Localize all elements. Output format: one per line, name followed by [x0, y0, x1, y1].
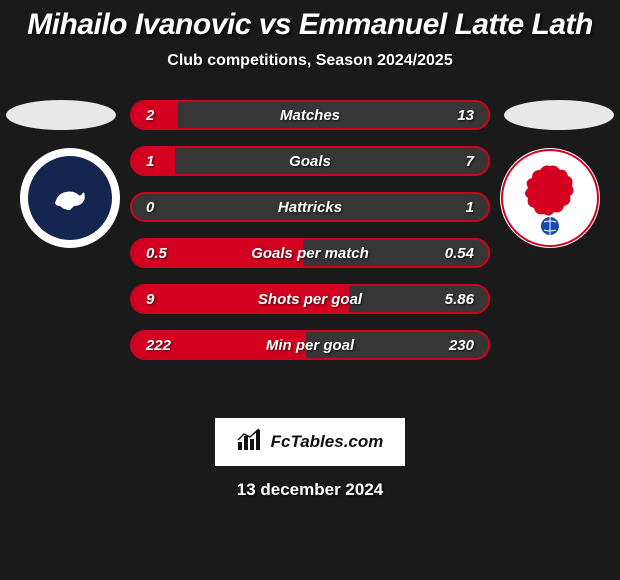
- lion-crest-icon: [500, 148, 600, 248]
- page-subtitle: Club competitions, Season 2024/2025: [0, 52, 620, 70]
- stat-label: Goals: [202, 153, 418, 170]
- stat-row: 1Goals7: [130, 146, 490, 176]
- stat-label: Hattricks: [202, 199, 418, 216]
- player-right-silhouette: [504, 100, 614, 130]
- stat-row: 0.5Goals per match0.54: [130, 238, 490, 268]
- stat-right-value: 1: [418, 199, 488, 216]
- chart-bars-icon: [237, 428, 265, 457]
- page-title: Mihailo Ivanovic vs Emmanuel Latte Lath: [0, 0, 620, 42]
- stat-right-value: 13: [418, 107, 488, 124]
- branding-banner: FcTables.com: [215, 418, 405, 466]
- date-text: 13 december 2024: [0, 480, 620, 500]
- stat-label: Matches: [202, 107, 418, 124]
- stat-right-value: 230: [418, 337, 488, 354]
- stat-left-value: 222: [132, 337, 202, 354]
- club-badge-right: [500, 148, 600, 248]
- stat-row: 9Shots per goal5.86: [130, 284, 490, 314]
- stat-left-value: 9: [132, 291, 202, 308]
- stat-rows-container: 2Matches131Goals70Hattricks10.5Goals per…: [130, 100, 490, 376]
- stat-right-value: 0.54: [418, 245, 488, 262]
- stat-row: 222Min per goal230: [130, 330, 490, 360]
- club-badge-left: [20, 148, 120, 248]
- stat-left-value: 0: [132, 199, 202, 216]
- player-left-silhouette: [6, 100, 116, 130]
- stat-label: Shots per goal: [202, 291, 418, 308]
- stat-row: 0Hattricks1: [130, 192, 490, 222]
- stat-left-value: 2: [132, 107, 202, 124]
- stat-row: 2Matches13: [130, 100, 490, 130]
- stat-label: Goals per match: [202, 245, 418, 262]
- stat-left-value: 1: [132, 153, 202, 170]
- stat-label: Min per goal: [202, 337, 418, 354]
- lion-icon: [40, 168, 100, 228]
- branding-text: FcTables.com: [271, 432, 384, 452]
- stat-right-value: 5.86: [418, 291, 488, 308]
- stat-right-value: 7: [418, 153, 488, 170]
- stat-left-value: 0.5: [132, 245, 202, 262]
